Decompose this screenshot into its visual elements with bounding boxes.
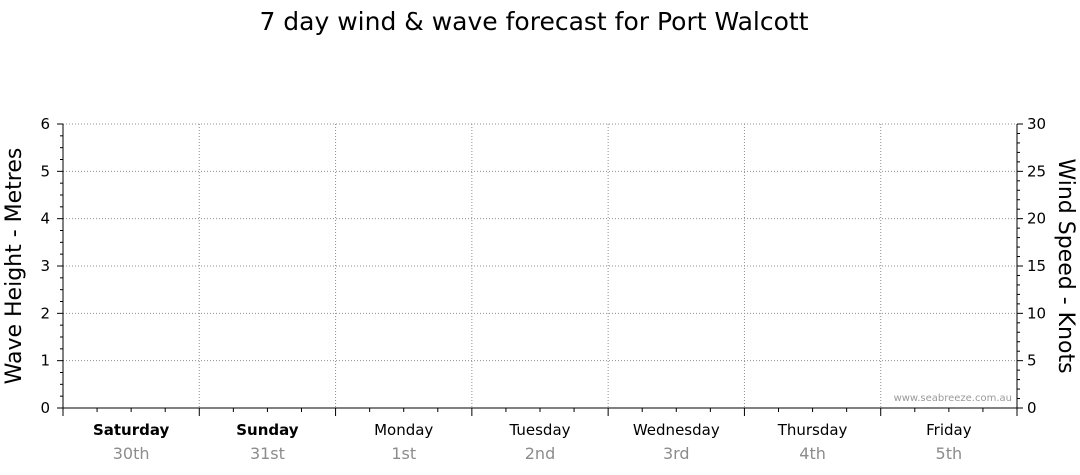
date-label: 4th — [799, 444, 826, 463]
day-label: Friday — [926, 421, 972, 439]
left-tick-label: 2 — [40, 304, 50, 322]
right-tick-label: 15 — [1027, 257, 1046, 275]
chart-title: 7 day wind & wave forecast for Port Walc… — [259, 7, 808, 36]
date-label: 31st — [250, 444, 285, 463]
right-tick-label: 30 — [1027, 115, 1046, 133]
axes — [57, 123, 1023, 416]
date-label: 1st — [391, 444, 416, 463]
date-label: 3rd — [663, 444, 690, 463]
left-tick-label: 1 — [40, 352, 50, 370]
tick-labels: 0 1 2 3 4 5 6 0 5 10 15 20 25 30 Saturday 30th Sunday 31s… — [40, 115, 1046, 463]
day-label: Thursday — [777, 421, 848, 439]
watermark: www.seabreeze.com.au — [894, 393, 1012, 404]
left-tick-label: 3 — [40, 257, 50, 275]
right-tick-label: 5 — [1027, 352, 1037, 370]
left-tick-label: 6 — [40, 115, 50, 133]
date-label: 2nd — [525, 444, 555, 463]
day-label: Monday — [374, 421, 433, 439]
date-label: 30th — [113, 444, 150, 463]
left-tick-label: 0 — [40, 399, 50, 417]
right-tick-label: 0 — [1027, 399, 1037, 417]
left-axis-label: Wave Height - Metres — [2, 148, 27, 385]
gridlines — [63, 123, 1017, 408]
day-label: Saturday — [93, 421, 170, 439]
right-tick-label: 20 — [1027, 210, 1046, 228]
date-label: 5th — [936, 444, 963, 463]
right-tick-label: 10 — [1027, 304, 1046, 322]
right-tick-label: 25 — [1027, 162, 1046, 180]
left-tick-label: 4 — [40, 210, 50, 228]
day-label: Sunday — [236, 421, 299, 439]
right-axis-label: Wind Speed - Knots — [1053, 158, 1078, 373]
day-label: Wednesday — [633, 421, 720, 439]
day-label: Tuesday — [508, 421, 570, 439]
left-tick-label: 5 — [40, 162, 50, 180]
